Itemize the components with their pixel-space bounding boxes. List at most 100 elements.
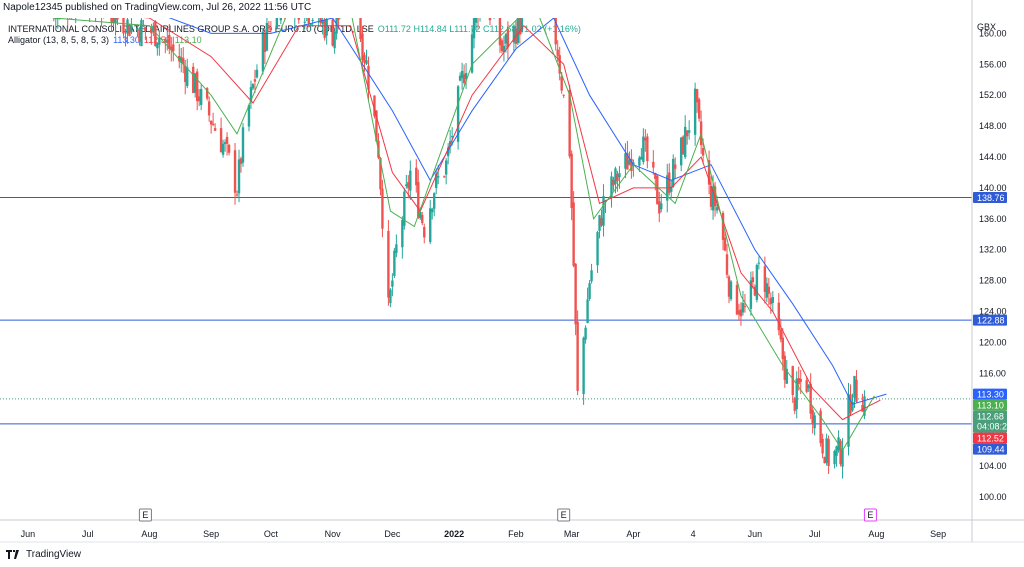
candle-body — [644, 138, 647, 141]
price-badge-label: 112.68 — [977, 412, 1004, 422]
candle-body — [500, 40, 504, 52]
y-tick-label: 104.00 — [979, 461, 1007, 471]
candle-body — [821, 438, 824, 454]
candle-body — [456, 86, 460, 142]
candle-body — [387, 230, 390, 298]
candle-body — [444, 160, 448, 175]
candle-body — [512, 26, 516, 43]
candle-body — [516, 18, 520, 44]
candle-body — [849, 394, 852, 414]
indicator-label: Alligator (13, 8, 5, 8, 5, 3) — [8, 35, 110, 45]
candle-body — [805, 380, 808, 392]
candle-body — [709, 185, 713, 207]
candle-body — [753, 286, 757, 296]
alligator-lips-line — [53, 18, 875, 452]
candle-body — [743, 306, 747, 308]
candle-body — [618, 173, 621, 178]
candle-body — [602, 196, 605, 226]
earnings-marker[interactable]: E — [863, 508, 877, 522]
candle-body — [485, 0, 487, 6]
candle-body — [807, 385, 810, 389]
candle-body — [339, 15, 341, 17]
candle-body — [751, 277, 755, 283]
candle-body — [652, 161, 655, 168]
candle-body — [429, 208, 432, 242]
symbol-title: INTERNATIONAL CONSOLIDATED AIRLINES GROU… — [8, 24, 374, 34]
candle-body — [59, 8, 61, 17]
candle-body — [604, 201, 607, 203]
candle-body — [82, 0, 84, 4]
candle-body — [504, 34, 508, 44]
candle-body — [284, 4, 286, 8]
price-badge-lips: 113.10 — [973, 399, 1007, 411]
candle-body — [558, 55, 561, 74]
candle-body — [154, 21, 157, 46]
candle-body — [695, 89, 699, 103]
candle-body — [614, 168, 617, 185]
candle-body — [460, 70, 464, 79]
candle-body — [138, 29, 141, 42]
y-tick-label: 160.00 — [979, 28, 1007, 38]
candle-body — [588, 283, 591, 299]
candle-body — [506, 29, 510, 48]
candle-body — [223, 142, 227, 144]
candle-body — [323, 20, 326, 38]
candle-body — [590, 270, 593, 282]
candle-body — [674, 164, 677, 169]
candle-body — [353, 5, 355, 11]
candle-body — [861, 405, 864, 412]
candle-body — [333, 31, 336, 49]
price-badge-countdown: 04:08:25 — [977, 422, 1012, 432]
candle-body — [560, 76, 563, 91]
candle-body — [721, 212, 725, 240]
candle-body — [417, 181, 420, 218]
earnings-marker[interactable]: E — [138, 508, 152, 522]
candle-body — [462, 74, 466, 83]
earnings-marker-box — [138, 508, 152, 522]
symbol-row: INTERNATIONAL CONSOLIDATED AIRLINES GROU… — [8, 24, 581, 35]
candle-body — [737, 310, 741, 315]
x-tick-label: Jun — [748, 529, 763, 539]
candle-body — [799, 378, 802, 382]
x-tick-label: Dec — [384, 529, 401, 539]
candle-body — [827, 439, 830, 467]
indicator-row[interactable]: Alligator (13, 8, 5, 8, 5, 3) 113.30 112… — [8, 35, 581, 46]
candle-body — [568, 90, 571, 157]
candle-body — [582, 337, 585, 395]
price-badge-label: 112.52 — [977, 434, 1004, 444]
y-tick-label: 116.00 — [979, 368, 1006, 378]
candle-body — [423, 226, 426, 238]
candle-body — [205, 88, 209, 99]
candle-body — [279, 18, 283, 21]
earnings-marker-label: E — [561, 510, 567, 520]
candle-body — [251, 84, 255, 89]
candle-body — [409, 170, 412, 191]
candle-body — [290, 0, 292, 4]
candle-body — [225, 136, 229, 144]
candle-body — [679, 137, 683, 166]
candle-body — [102, 0, 104, 11]
candle-body — [835, 446, 838, 456]
candle-body — [265, 22, 269, 51]
candle-body — [94, 0, 96, 16]
candle-body — [172, 44, 175, 52]
candle-body — [658, 201, 661, 214]
candle-body — [158, 37, 161, 45]
price-badge-label: 113.10 — [977, 401, 1004, 411]
price-badge-box — [973, 388, 1007, 400]
candle-body — [363, 55, 366, 63]
candle-body — [529, 1, 531, 2]
earnings-marker[interactable]: E — [557, 508, 571, 522]
candle-body — [527, 0, 529, 12]
candle-body — [479, 0, 481, 17]
candle-body — [307, 18, 310, 24]
candle-body — [292, 0, 294, 16]
y-tick-label: 136.00 — [979, 214, 1007, 224]
candle-body — [697, 99, 701, 119]
x-tick-label: Aug — [868, 529, 884, 539]
candle-body — [572, 202, 575, 266]
tradingview-brand: TradingView — [26, 549, 82, 560]
candle-body — [715, 207, 719, 211]
candle-body — [819, 410, 822, 444]
